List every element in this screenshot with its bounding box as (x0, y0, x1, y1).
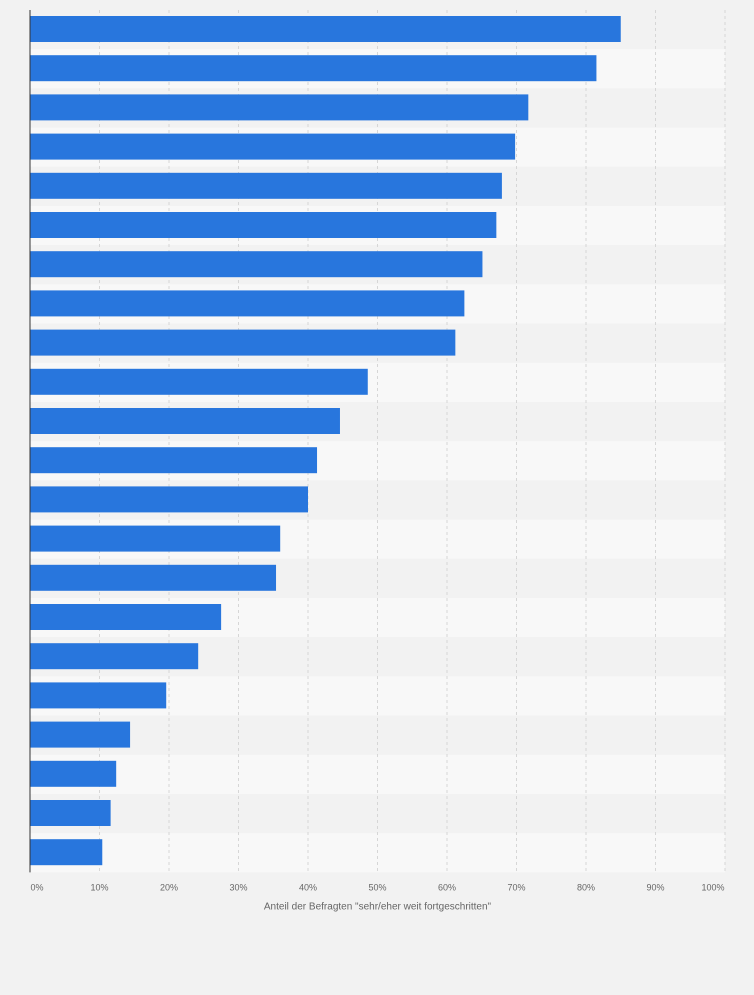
x-tick-label: 100% (701, 882, 724, 892)
bar (30, 290, 465, 317)
bar (30, 368, 368, 395)
bar (30, 251, 483, 278)
x-tick-label: 90% (646, 882, 664, 892)
x-tick-label: 60% (438, 882, 456, 892)
bar (30, 408, 340, 434)
x-tick-label: 10% (90, 882, 108, 892)
x-tick-label: 30% (229, 882, 247, 892)
bar (30, 643, 199, 670)
bar (30, 682, 167, 709)
x-tick-label: 50% (368, 882, 386, 892)
bar (30, 133, 516, 160)
bar (30, 55, 597, 82)
bar (30, 172, 502, 199)
x-axis-label: Anteil der Befragten "sehr/eher weit for… (264, 901, 492, 912)
bar (30, 564, 277, 591)
bars (30, 16, 621, 866)
bar (30, 329, 456, 356)
x-axis-ticks: 0% 10% 20% 30% 40% 50% 60% 70% 80% 90% 100% (30, 882, 724, 892)
bar (30, 16, 621, 42)
bar (30, 486, 308, 513)
bar (30, 525, 281, 552)
bar (30, 212, 497, 238)
x-tick-label: 80% (577, 882, 595, 892)
bar (30, 721, 131, 748)
bar (30, 447, 318, 474)
bar (30, 604, 222, 630)
bar (30, 94, 529, 121)
x-tick-label: 0% (30, 882, 43, 892)
bar (30, 800, 111, 826)
x-tick-label: 70% (507, 882, 525, 892)
x-tick-label: 40% (299, 882, 317, 892)
bar (30, 839, 103, 866)
x-tick-label: 20% (160, 882, 178, 892)
bar (30, 760, 117, 787)
